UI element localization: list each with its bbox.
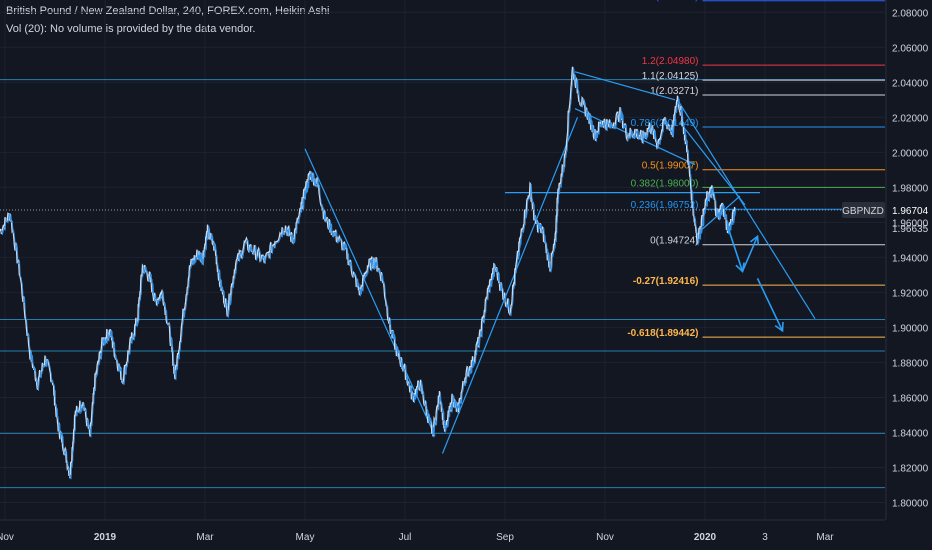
y-tick-4: 2.00000 (892, 148, 929, 159)
y-tick-14: 1.80000 (892, 498, 929, 509)
x-tick-2: Mar (196, 532, 214, 543)
y-tick-3: 2.02000 (892, 113, 929, 124)
x-tick-6: Nov (596, 532, 614, 543)
price-series (0, 66, 737, 480)
symbol-badge: GBPNZD (842, 206, 884, 217)
arrow-shaft-0 (726, 225, 744, 272)
y-tick-6: 1.96000 (892, 218, 929, 229)
fib-label-9: -0.27(1.92416) (633, 276, 699, 287)
chart-title: British Pound / New Zealand Dollar, 240,… (6, 5, 330, 17)
grid-lines (0, 0, 885, 520)
fib-label-2: 1.1(2.04125) (642, 71, 699, 82)
y-tick-10: 1.88000 (892, 358, 929, 369)
trendline-2 (574, 71, 676, 101)
fib-label-6: 0.382(1.98000) (631, 178, 699, 189)
price-line-blue (0, 67, 737, 480)
x-tick-1: 2019 (94, 532, 117, 543)
last-price-label: 1.96704 (892, 206, 929, 217)
volume-legend: Vol (20): No volume is provided by the d… (6, 23, 256, 35)
trendline-4 (676, 99, 816, 319)
y-tick-1: 2.06000 (892, 43, 929, 54)
arrow-head-1 (749, 234, 760, 246)
y-tick-12: 1.84000 (892, 428, 929, 439)
trendlines (304, 71, 816, 454)
y-tick-7: 1.94000 (892, 253, 929, 264)
fib-label-1: 1.2(2.04980) (642, 56, 699, 67)
x-tick-0: Nov (0, 532, 14, 543)
y-tick-11: 1.86000 (892, 393, 929, 404)
x-tick-5: Sep (496, 532, 514, 543)
price-axis-bg (886, 0, 932, 550)
last-price-secondary-label: 1.96635 (892, 224, 929, 235)
symbol-badge-bg (842, 202, 885, 219)
y-tick-9: 1.90000 (892, 323, 929, 334)
time-axis-bg (0, 520, 932, 550)
x-tick-8: 3 (762, 532, 768, 543)
fib-label-0: 1.618(2.08335) (631, 0, 699, 3)
fib-label-5: 0.5(1.99007) (642, 161, 699, 172)
arrow-shaft-1 (741, 236, 759, 272)
fib-levels: 1.618(2.08335) 1.2(2.04980) 1.1(2.04125) 1(… (627, 0, 885, 339)
time-axis: Nov 2019 Mar May Jul Sep Nov 2020 3 Mar (0, 519, 932, 550)
x-tick-4: Jul (399, 532, 412, 543)
fib-label-7: 0.236(1.96752) (631, 200, 699, 211)
y-tick-8: 1.92000 (892, 288, 929, 299)
y-tick-13: 1.82000 (892, 463, 929, 474)
fib-label-8: 0(1.94724) (650, 236, 698, 247)
arrow-head-2 (774, 321, 784, 333)
forecast-arrows (726, 225, 784, 333)
arrow-shaft-2 (756, 278, 784, 332)
trendline-0 (304, 148, 436, 437)
trendline-7 (679, 122, 746, 206)
fib-label-3: 1(2.03271) (650, 86, 698, 97)
y-tick-2: 2.04000 (892, 78, 929, 89)
x-tick-9: Mar (816, 532, 834, 543)
y-tick-5: 1.98000 (892, 183, 929, 194)
trendline-1 (441, 117, 579, 454)
y-tick-0: 2.08000 (892, 8, 929, 19)
x-tick-7: 2020 (694, 532, 717, 543)
fib-label-10: -0.618(1.89442) (627, 328, 698, 339)
price-axis: 2.08000 2.06000 2.04000 2.02000 2.00000 1.980… (842, 0, 932, 550)
x-tick-3: May (296, 532, 315, 543)
support-resistance-lines (0, 79, 885, 489)
